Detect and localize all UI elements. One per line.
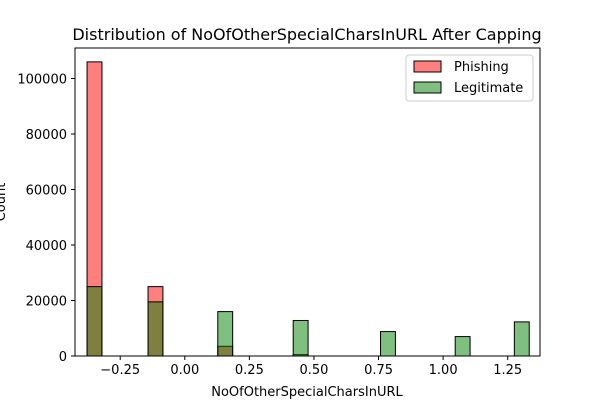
- y-tick-label-2: 40000: [26, 239, 67, 254]
- bar-legitimate-0: [86, 286, 103, 357]
- y-tick-label-3: 60000: [26, 184, 67, 199]
- x-axis: −0.25 0.00 0.25 0.50 0.75 1.00 1.25: [100, 356, 522, 378]
- y-axis: 0 20000 40000 60000 80000 100000: [17, 73, 75, 365]
- y-axis-label: Count: [0, 183, 9, 222]
- x-tick-label-6: 1.25: [493, 363, 522, 378]
- legend-label-phishing: Phishing: [454, 60, 509, 75]
- x-tick-label-5: 1.00: [429, 363, 458, 378]
- bar-legitimate-4: [380, 331, 396, 357]
- chart-title: Distribution of NoOfOtherSpecialCharsInU…: [72, 25, 541, 44]
- x-tick-label-3: 0.50: [299, 363, 328, 378]
- legend-label-legitimate: Legitimate: [454, 81, 523, 96]
- x-tick-label-4: 0.75: [364, 363, 393, 378]
- bar-legitimate-3: [292, 319, 309, 357]
- x-tick-label-1: 0.00: [170, 363, 199, 378]
- bar-legitimate-1: [147, 301, 164, 357]
- legend-swatch-phishing: [413, 60, 442, 73]
- y-tick-label-4: 80000: [26, 128, 67, 143]
- legend: Phishing Legitimate: [405, 54, 534, 102]
- x-tick-label-2: 0.25: [235, 363, 264, 378]
- legend-swatch-legitimate: [413, 81, 442, 94]
- bar-legitimate-2: [217, 311, 234, 357]
- y-tick-label-0: 0: [59, 350, 67, 365]
- x-axis-label: NoOfOtherSpecialCharsInURL: [211, 385, 403, 400]
- x-tick-label-0: −0.25: [100, 363, 140, 378]
- y-tick-label-1: 20000: [26, 295, 67, 310]
- y-tick-label-5: 100000: [17, 73, 67, 88]
- bar-legitimate-5: [454, 336, 471, 357]
- bar-legitimate-6: [513, 321, 530, 357]
- plot-frame: [74, 47, 541, 357]
- bars-layer: [86, 61, 530, 357]
